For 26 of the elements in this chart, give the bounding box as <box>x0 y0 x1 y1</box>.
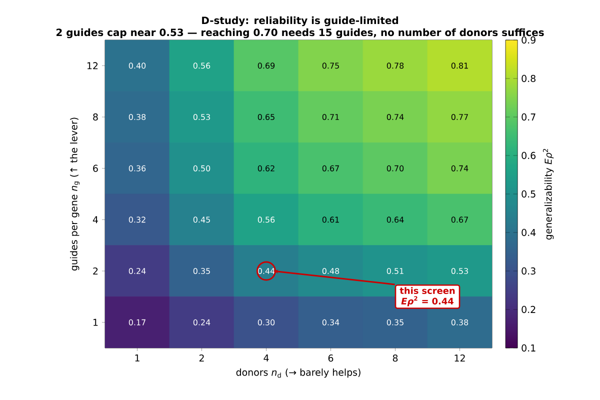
color-bar-label: 0.2 <box>522 306 536 314</box>
color-bar-label: 0.5 <box>522 190 536 198</box>
y-tick-label: 4 <box>92 216 98 224</box>
annotation: this screen Eρ$^{2}$ = 0.44 <box>400 287 455 306</box>
x-tick-label: 4 <box>264 354 269 362</box>
y-tick-label: 12 <box>87 62 98 70</box>
chart-title: D-study: reliability is guide-limited <box>202 16 398 26</box>
color-bar-label: 0.1 <box>522 344 536 352</box>
y-axis-title: guides per gene n$_{g}$ (↑ the lever) <box>70 118 80 271</box>
color-bar-title: generalizability Eρ$^{2}$ <box>542 149 554 240</box>
color-bar-label: 0.4 <box>522 228 536 236</box>
x-tick-label: 1 <box>135 354 140 362</box>
y-tick-label: 8 <box>93 113 98 121</box>
x-tick-label: 8 <box>392 354 398 362</box>
color-bar-label: 0.7 <box>522 113 536 121</box>
y-tick-label: 2 <box>93 267 98 275</box>
y-tick-label: 1 <box>94 318 98 326</box>
x-axis-title: donors n$_{d}$ (→ barely helps) <box>236 368 360 378</box>
x-tick-label: 2 <box>199 354 204 362</box>
color-bar-label: 0.8 <box>522 74 536 82</box>
x-tick-label: 12 <box>454 354 465 362</box>
color-bar-label: 0.6 <box>522 152 536 160</box>
y-tick-label: 6 <box>93 164 98 172</box>
color-bar-label: 0.3 <box>522 267 536 275</box>
x-tick-label: 6 <box>328 354 334 362</box>
color-bar-label: 0.9 <box>522 36 536 44</box>
